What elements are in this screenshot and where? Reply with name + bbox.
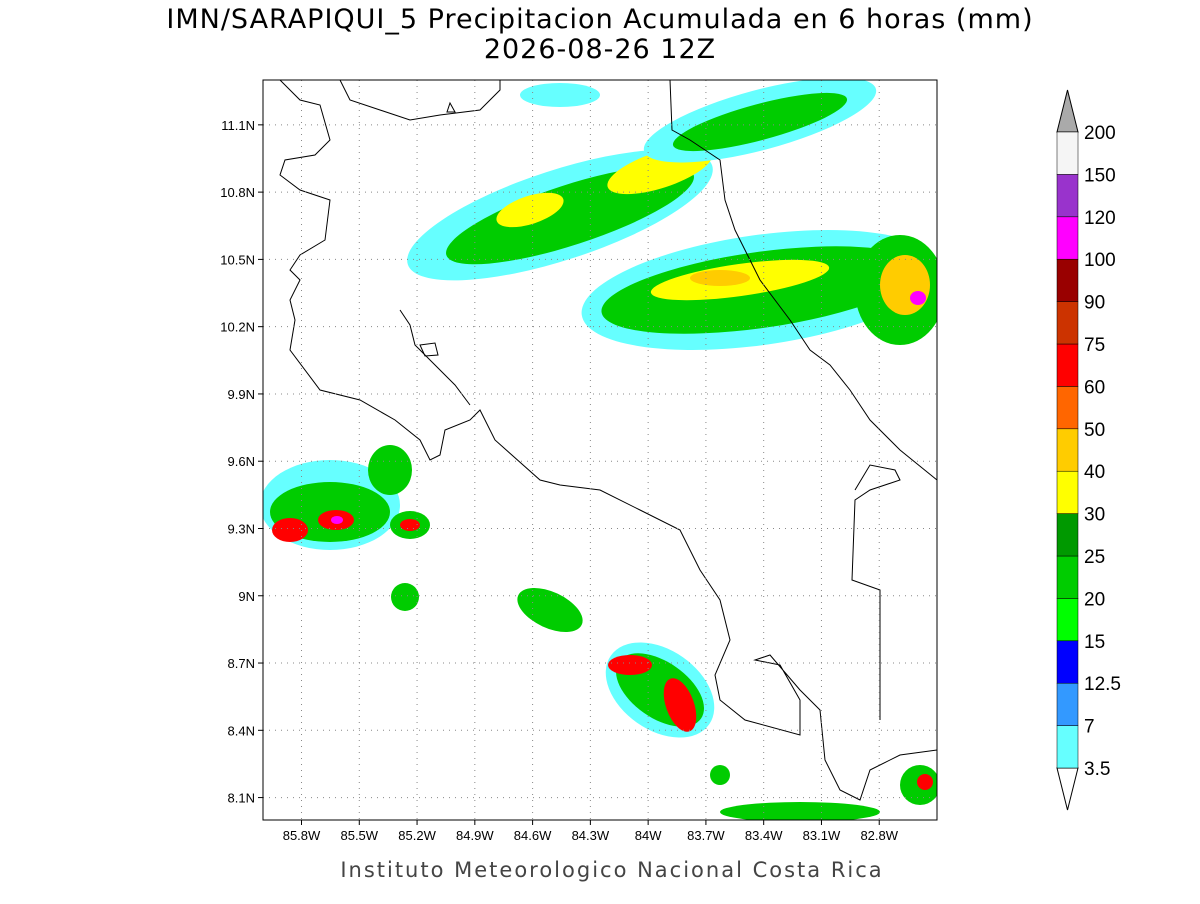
precipitation-field xyxy=(263,80,937,820)
y-tick-label: 8.4N xyxy=(228,723,255,738)
subtitle: 2026-08-26 12Z xyxy=(484,34,716,65)
colorbar: 3.5 7 12.5 15 20 25 30 40 50 60 75 90 100 120 150 200 xyxy=(1056,89,1121,811)
colorbar-label: 40 xyxy=(1084,462,1105,483)
colorbar-segment xyxy=(1056,428,1079,472)
colorbar-segment xyxy=(1056,343,1079,387)
colorbar-label: 200 xyxy=(1084,123,1116,144)
colorbar-label: 60 xyxy=(1084,377,1105,398)
y-tick-label: 10.8N xyxy=(220,185,255,200)
colorbar-label: 25 xyxy=(1084,547,1105,568)
colorbar-segment xyxy=(1056,301,1079,345)
x-tick-label: 82.8W xyxy=(860,828,898,843)
colorbar-label: 90 xyxy=(1084,293,1105,314)
y-tick-label: 8.7N xyxy=(228,656,255,671)
colorbar-under xyxy=(1056,767,1079,811)
x-tick-label: 84.9W xyxy=(456,828,494,843)
colorbar-segment xyxy=(1056,131,1079,175)
x-tick-label: 84.3W xyxy=(572,828,610,843)
x-tick-label: 83.7W xyxy=(687,828,725,843)
colorbar-segment xyxy=(1056,216,1079,260)
plot-frame xyxy=(262,79,938,821)
y-tick-label: 8.1N xyxy=(228,791,255,806)
grid xyxy=(263,80,937,820)
colorbar-segment xyxy=(1056,258,1079,302)
colorbar-segment xyxy=(1056,640,1079,684)
colorbar-segment xyxy=(1056,174,1079,218)
colorbar-segment xyxy=(1056,725,1079,769)
colorbar-label: 100 xyxy=(1084,250,1116,271)
x-tick-label: 85.5W xyxy=(340,828,378,843)
y-tick-label: 9.6N xyxy=(228,454,255,469)
colorbar-segment xyxy=(1056,682,1079,726)
y-tick-label: 9.3N xyxy=(228,521,255,536)
axes: 85.8W 85.5W 85.2W 84.9W 84.6W 84.3W 84W 83.7W 83… xyxy=(220,118,898,843)
colorbar-label: 15 xyxy=(1084,632,1105,653)
colorbar-label: 7 xyxy=(1084,717,1095,738)
y-tick-label: 10.2N xyxy=(220,320,255,335)
colorbar-label: 3.5 xyxy=(1084,759,1110,780)
y-tick-label: 10.5N xyxy=(220,252,255,267)
colorbar-segment xyxy=(1056,555,1079,599)
colorbar-label: 20 xyxy=(1084,589,1105,610)
x-tick-label: 84.6W xyxy=(514,828,552,843)
colorbar-label: 12.5 xyxy=(1084,674,1121,695)
colorbar-segment xyxy=(1056,513,1079,557)
x-tick-label: 83.4W xyxy=(745,828,783,843)
colorbar-label: 75 xyxy=(1084,335,1105,356)
colorbar-label: 150 xyxy=(1084,165,1116,186)
y-tick-label: 9N xyxy=(238,589,255,604)
coastline xyxy=(279,80,937,801)
colorbar-over xyxy=(1056,89,1079,133)
x-tick-label: 83.1W xyxy=(803,828,841,843)
x-tick-label: 85.2W xyxy=(398,828,436,843)
colorbar-label: 30 xyxy=(1084,505,1105,526)
colorbar-segment xyxy=(1056,598,1079,642)
colorbar-segment xyxy=(1056,470,1079,514)
colorbar-label: 50 xyxy=(1084,420,1105,441)
colorbar-label: 120 xyxy=(1084,208,1116,229)
footer: Instituto Meteorologico Nacional Costa R… xyxy=(340,858,883,882)
y-tick-label: 9.9N xyxy=(228,387,255,402)
x-tick-label: 85.8W xyxy=(283,828,321,843)
y-tick-label: 11.1N xyxy=(221,118,255,133)
title: IMN/SARAPIQUI_5 Precipitacion Acumulada … xyxy=(166,4,1033,35)
colorbar-segment xyxy=(1056,386,1079,430)
x-tick-label: 84W xyxy=(635,828,662,843)
